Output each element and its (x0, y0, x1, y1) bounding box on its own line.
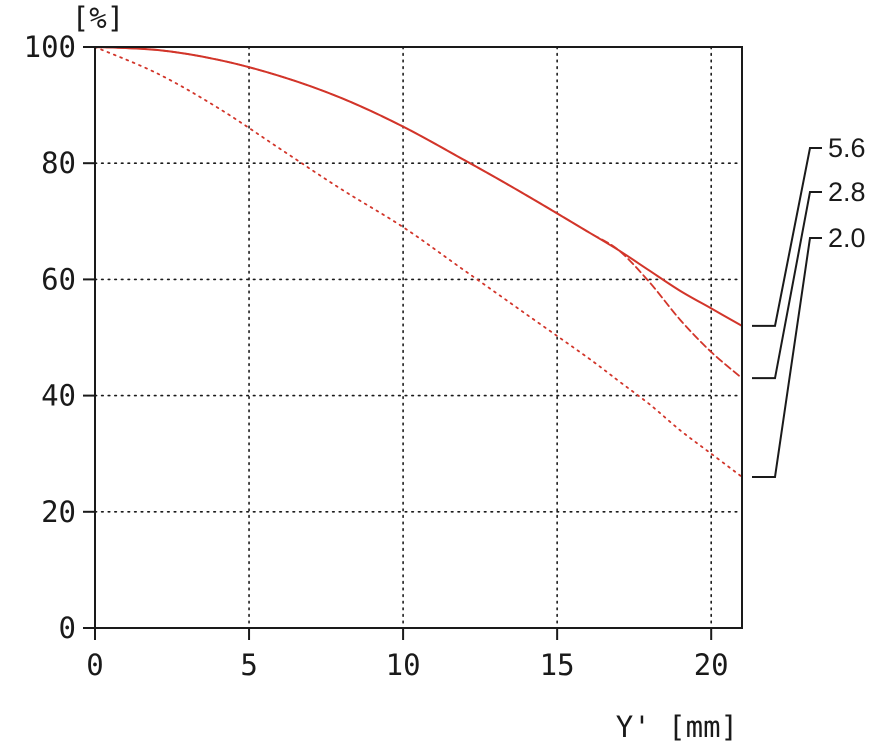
plot-frame (94, 46, 743, 629)
tick-marks (83, 46, 713, 640)
x-tick-label: 5 (240, 648, 257, 682)
legend-label: 2.0 (828, 223, 866, 253)
legend-leader-line (752, 237, 822, 478)
y-tick-label: 100 (24, 30, 76, 64)
series-line-f2-0 (94, 46, 743, 478)
y-tick-label: 0 (59, 611, 76, 645)
legend-label: 5.6 (828, 133, 866, 163)
grid (94, 46, 743, 629)
legend-leader-line (752, 147, 822, 327)
series-line-f5-6 (94, 46, 743, 327)
x-tick-label: 20 (694, 648, 729, 682)
x-axis-title: Y' [mm] (616, 710, 738, 744)
y-tick-label: 40 (41, 379, 76, 413)
x-tick-labels: 0 5 10 15 20 (86, 648, 728, 682)
x-tick-label: 10 (386, 648, 421, 682)
x-tick-label: 0 (86, 648, 103, 682)
legend-label: 2.8 (828, 177, 866, 207)
y-tick-label: 20 (41, 495, 76, 529)
y-axis-title: [%] (72, 1, 124, 35)
y-tick-labels: 0 20 40 60 80 100 (24, 30, 76, 645)
series-line-f2-8 (94, 46, 743, 380)
y-tick-label: 80 (41, 146, 76, 180)
y-tick-label: 60 (41, 262, 76, 296)
legend: 5.6 2.8 2.0 (752, 133, 866, 478)
x-tick-label: 15 (540, 648, 575, 682)
series-lines (94, 46, 743, 478)
legend-leader-line (752, 191, 822, 380)
